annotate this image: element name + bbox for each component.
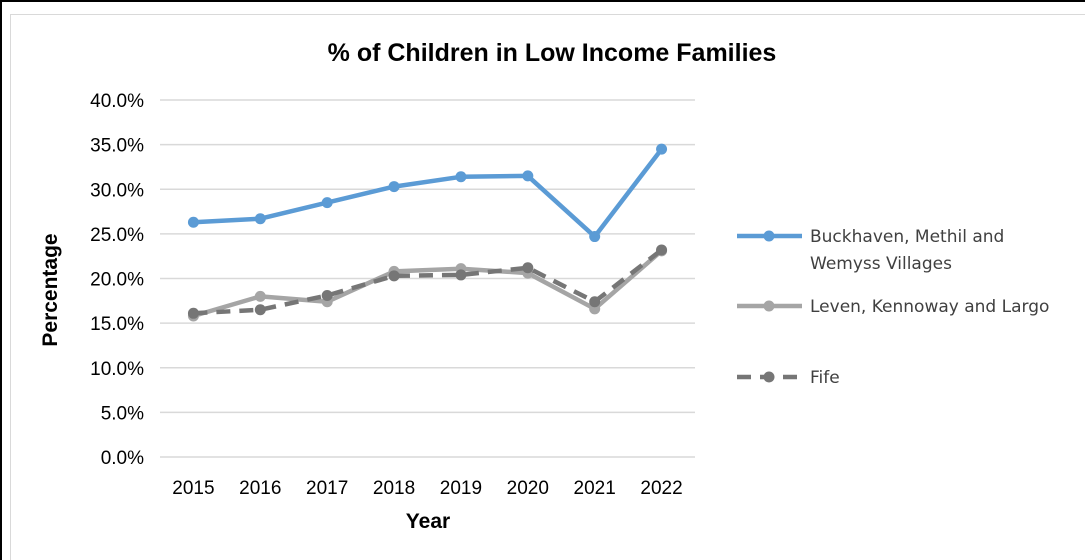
outer-border-left [0,0,2,560]
series-line [191,248,664,319]
y-tick-label: 5.0% [101,403,144,424]
y-tick-label: 30.0% [90,180,144,201]
y-axis-title: Percentage [39,233,62,346]
data-point [656,244,668,256]
data-point [589,231,601,243]
x-tick-label: 2017 [306,478,348,499]
legend-marker [763,371,775,383]
data-point [522,170,534,182]
y-tick-label: 35.0% [90,136,144,157]
legend-label: Fife [810,368,840,388]
x-tick-label: 2018 [373,478,415,499]
series-lines [187,143,668,322]
data-point [187,307,199,319]
data-point [321,289,333,301]
data-point [656,143,668,155]
y-tick-label: 15.0% [90,314,144,335]
x-tick-label: 2022 [640,478,682,499]
x-axis-title: Year [406,510,450,533]
data-point [388,270,400,282]
data-point [589,296,601,308]
legend-label: Leven, Kennoway and Largo [810,297,1049,317]
x-tick-label: 2021 [574,478,616,499]
x-tick-label: 2016 [239,478,281,499]
gridlines [160,99,695,458]
legend: Buckhaven, Methil and Wemyss Villages Leve… [737,227,1049,388]
x-tick-label: 2019 [440,478,482,499]
y-tick-labels: 0.0% 5.0% 10.0% 15.0% 20.0% 25.0% 30.0% 35.0% 40… [90,91,144,469]
y-tick-label: 0.0% [101,448,144,469]
x-tick-label: 2020 [507,478,549,499]
series-line [193,248,663,316]
legend-label: Wemyss Villages [810,254,952,274]
x-tick-labels: 2015 2016 2017 2018 2019 2020 2021 2022 [172,478,682,499]
y-tick-label: 25.0% [90,225,144,246]
data-point [254,290,266,302]
x-tick-label: 2015 [172,478,214,499]
data-point [187,216,199,228]
data-point [522,262,534,274]
data-point [254,213,266,225]
series-line [191,146,664,239]
legend-label: Buckhaven, Methil and [810,227,1004,247]
data-point [388,181,400,193]
chart-area-border [10,14,1085,560]
chart-title: % of Children in Low Income Families [328,39,777,67]
data-point [321,197,333,209]
legend-marker [763,230,775,242]
data-point [455,269,467,281]
legend-marker [763,300,775,312]
data-point [455,171,467,183]
y-tick-label: 20.0% [90,270,144,291]
data-point [254,304,266,316]
y-tick-label: 40.0% [90,91,144,112]
outer-border-top [0,0,1085,2]
y-tick-label: 10.0% [90,359,144,380]
